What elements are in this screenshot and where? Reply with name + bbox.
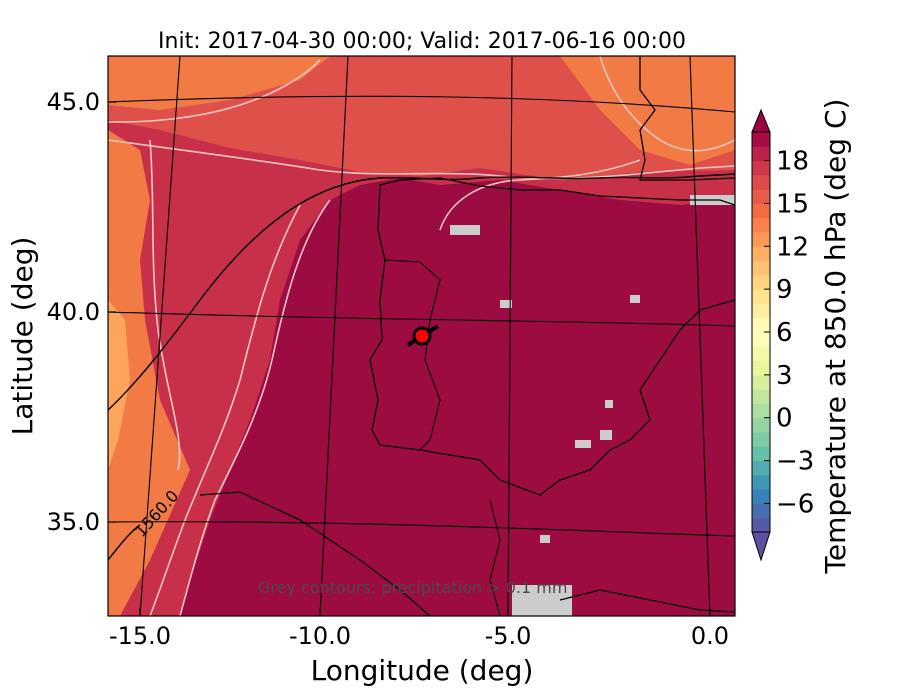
temperature-band-west [108, 130, 190, 616]
colorbar-extend-top [751, 108, 771, 133]
geopotential-contour-south [108, 524, 141, 561]
colorbar-bands [752, 132, 770, 533]
colorbar: 18 15 12 9 6 3 0 −3 −6 Temperature at 850.0 hPa … [751, 99, 852, 575]
y-tick-label: 35.0 [47, 508, 100, 536]
colorbar-band [752, 274, 770, 290]
colorbar-band [752, 474, 770, 490]
colorbar-band [752, 217, 770, 233]
map-area: 1560.0 Grey contours: precipitation > 0.… [108, 56, 735, 616]
map-title: Init: 2017-04-30 00:00; Valid: 2017-06-1… [158, 29, 686, 54]
colorbar-band [752, 260, 770, 276]
colorbar-tick-label: 15 [776, 189, 809, 219]
colorbar-tick-label: 12 [776, 232, 809, 262]
temperature-band-hot [180, 178, 735, 616]
x-axis-label: Longitude (deg) [311, 654, 534, 687]
colorbar-band [752, 374, 770, 390]
x-tick-label: -10.0 [289, 622, 351, 650]
colorbar-band [752, 317, 770, 333]
x-tick-label: 0.0 [691, 622, 729, 650]
colorbar-band [752, 332, 770, 347]
colorbar-band [752, 446, 770, 462]
location-marker [412, 326, 432, 346]
colorbar-band [752, 146, 770, 162]
colorbar-band [752, 246, 770, 262]
colorbar-band [752, 160, 770, 176]
temperature-band-west-pale [108, 300, 130, 470]
colorbar-band [752, 403, 770, 419]
axis-ticks [108, 101, 711, 616]
isotherm-contours [108, 56, 735, 616]
colorbar-tick-label: 6 [776, 318, 793, 348]
coastlines [199, 56, 735, 616]
colorbar-band [752, 360, 770, 376]
y-axis-label: Latitude (deg) [6, 237, 39, 436]
colorbar-label: Temperature at 850.0 hPa (deg C) [819, 99, 852, 575]
colorbar-tick-label: 0 [776, 404, 793, 434]
y-tick-label: 40.0 [47, 298, 100, 326]
colorbar-band [752, 460, 770, 476]
colorbar-tick-label: −3 [776, 447, 814, 477]
y-tick-label: 45.0 [47, 88, 100, 116]
map-note: Grey contours: precipitation > 0.1 mm [258, 578, 567, 597]
colorbar-band [752, 389, 770, 404]
geopotential-contour [108, 173, 735, 411]
colorbar-band [752, 489, 770, 504]
colorbar-tick-label: 18 [776, 147, 809, 177]
colorbar-band [752, 132, 770, 147]
colorbar-ticks: 18 15 12 9 6 3 0 −3 −6 [764, 147, 814, 519]
colorbar-band [752, 289, 770, 304]
colorbar-band [752, 432, 770, 447]
colorbar-tick-label: 3 [776, 361, 793, 391]
graticule [108, 56, 735, 616]
x-tick-label: -5.0 [485, 622, 532, 650]
colorbar-extend-bottom [751, 531, 771, 562]
colorbar-band [752, 303, 770, 319]
map-frame [107, 55, 736, 617]
colorbar-band [752, 517, 770, 533]
x-tick-label: -15.0 [109, 622, 171, 650]
colorbar-band [752, 346, 770, 362]
colorbar-band [752, 189, 770, 204]
colorbar-tick-label: −6 [776, 489, 814, 519]
colorbar-band [752, 503, 770, 519]
colorbar-tick-label: 9 [776, 275, 793, 305]
colorbar-band [752, 174, 770, 190]
colorbar-band [752, 232, 770, 247]
colorbar-band [752, 203, 770, 219]
colorbar-band [752, 417, 770, 433]
